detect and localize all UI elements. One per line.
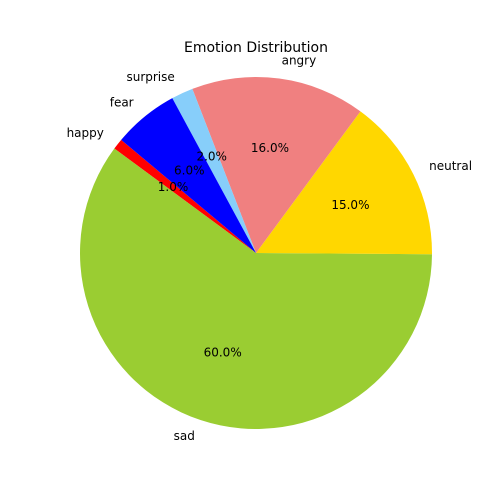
pct-label-fear: 6.0% (174, 164, 205, 178)
pie-slice-fear (121, 98, 257, 254)
slice-label-happy: happy (67, 126, 104, 140)
pct-label-happy: 1.0% (158, 180, 189, 194)
slice-label-neutral: neutral (429, 159, 472, 173)
pie-slice-neutral (256, 111, 433, 255)
pct-label-neutral: 15.0% (331, 198, 369, 212)
slice-label-angry: angry (282, 54, 317, 68)
slice-label-surprise: surprise (126, 70, 174, 84)
pie-slice-happy (114, 139, 256, 253)
pie-slice-sad (80, 148, 432, 429)
pie-slice-angry (192, 76, 361, 253)
pct-label-angry: 16.0% (251, 141, 289, 155)
slice-label-fear: fear (110, 95, 134, 109)
pie-slice-surprise (172, 88, 256, 253)
pct-label-sad: 60.0% (204, 346, 242, 360)
pct-label-surprise: 2.0% (196, 150, 227, 164)
chart-title: Emotion Distribution (184, 40, 328, 56)
slice-label-sad: sad (174, 429, 195, 443)
pie-slices (80, 76, 433, 429)
pie-labels: happy 1.0% sad 60.0% neutral 15.0% angry 16.0% s… (67, 54, 472, 444)
